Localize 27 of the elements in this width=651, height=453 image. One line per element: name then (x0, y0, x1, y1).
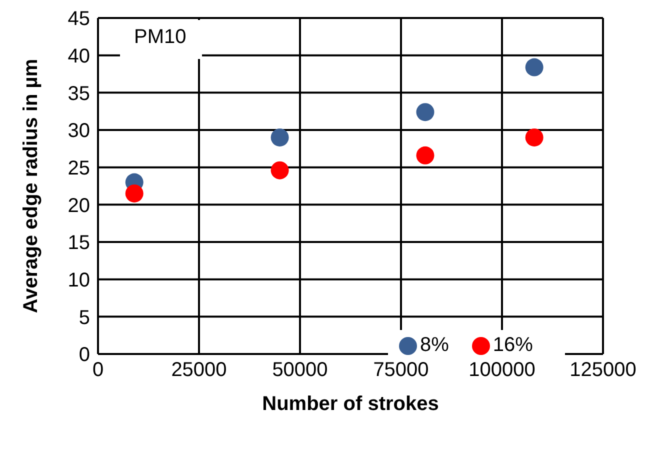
point (416, 103, 434, 122)
point (525, 128, 544, 146)
y-tick-label: 45 (68, 8, 90, 30)
annotation: PM10 (120, 20, 202, 59)
point (125, 184, 144, 202)
x-tick-label: 125000 (570, 359, 636, 382)
y-tick-label: 15 (68, 232, 90, 254)
x-tick-label: 100000 (468, 359, 536, 382)
y-tick-label: 20 (68, 194, 90, 217)
y-tick-label: 25 (68, 157, 90, 180)
y-tick-label: 10 (68, 269, 90, 292)
point (525, 58, 544, 76)
legend-label: 8% (420, 334, 449, 357)
point (270, 161, 289, 180)
y-tick-label: 40 (68, 45, 90, 68)
x-axis-title: Number of strokes (262, 393, 439, 415)
legend-label: 16% (492, 334, 533, 357)
y-axis-title: Average edge radius in µm (20, 58, 42, 314)
x-tick-label: 50000 (272, 359, 328, 382)
y-tick-label: 5 (78, 306, 90, 329)
point (270, 128, 289, 146)
x-tick-label: 25000 (171, 359, 227, 382)
y-tick-label: 30 (68, 120, 90, 142)
point (416, 146, 434, 164)
x-tick-label: 75000 (373, 359, 429, 382)
y-tick-label: 35 (68, 82, 90, 105)
y-tick-label: 0 (78, 344, 90, 366)
